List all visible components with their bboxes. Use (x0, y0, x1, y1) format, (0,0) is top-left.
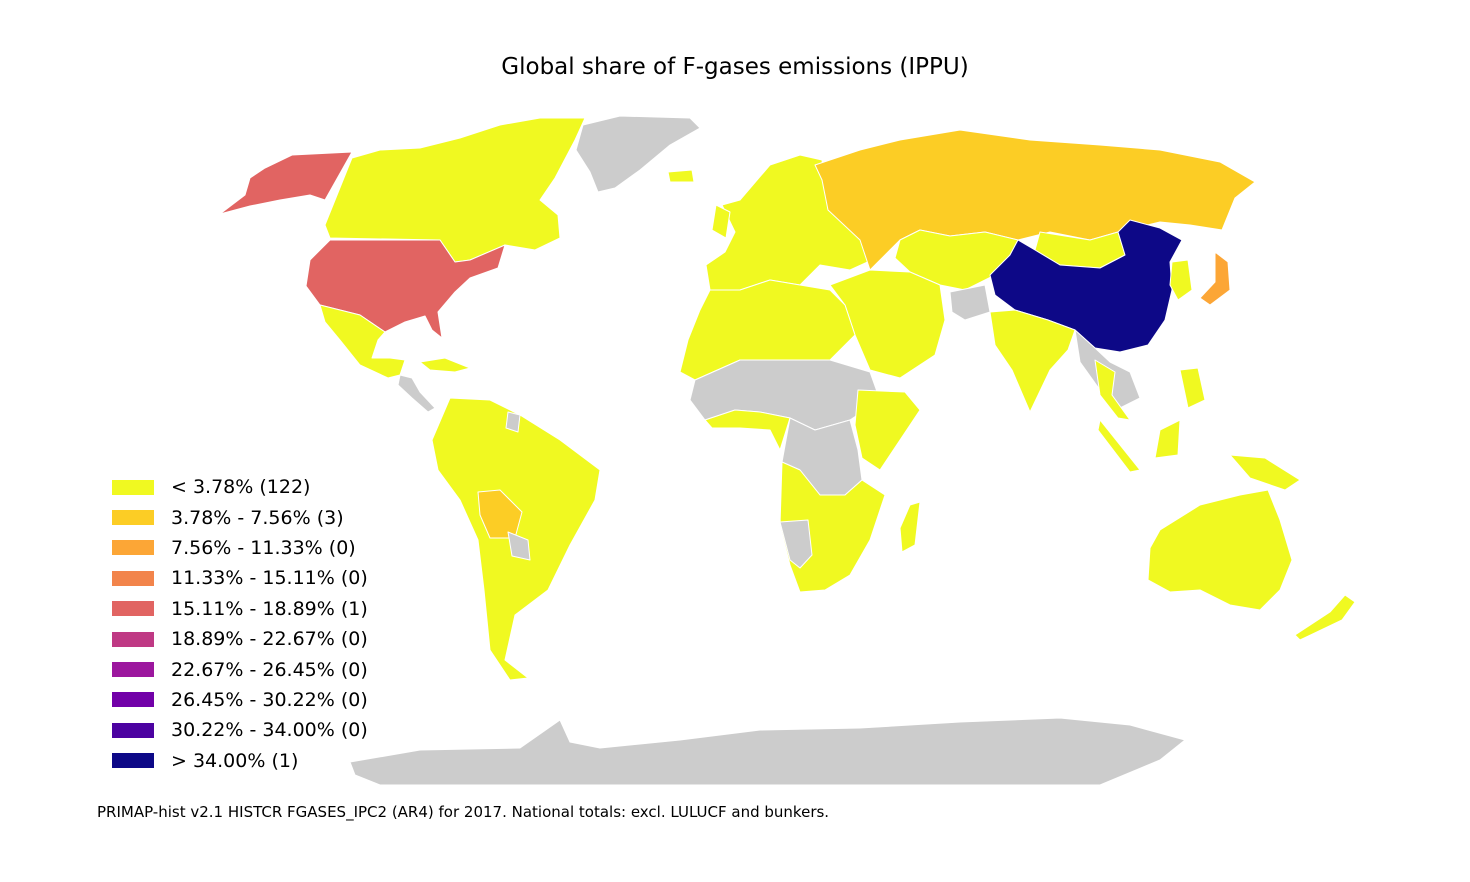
legend-item: 7.56% - 11.33% (0) (112, 533, 368, 563)
legend-label: 18.89% - 22.67% (0) (171, 628, 368, 651)
legend-swatch (112, 692, 154, 708)
legend-swatch (112, 540, 154, 556)
legend-label: 30.22% - 34.00% (0) (171, 719, 368, 742)
legend-swatch (112, 753, 154, 769)
source-note: PRIMAP-hist v2.1 HISTCR FGASES_IPC2 (AR4… (97, 803, 830, 821)
legend-swatch (112, 662, 154, 678)
region-paraguay-guianas (505, 411, 531, 561)
region-central-america (397, 374, 436, 413)
region-india (989, 309, 1076, 413)
region-greenland (575, 115, 701, 193)
region-namibia-nodata (779, 519, 813, 569)
region-australia (1147, 489, 1293, 611)
region-new-guinea (1229, 454, 1301, 491)
region-east-africa (854, 389, 921, 471)
legend-item: 3.78% - 7.56% (3) (112, 502, 368, 532)
region-madagascar (899, 501, 921, 553)
legend-label: 11.33% - 15.11% (0) (171, 567, 368, 590)
legend-swatch (112, 570, 154, 586)
legend-label: 22.67% - 26.45% (0) (171, 658, 368, 681)
region-alaska (219, 151, 353, 215)
map-title: Global share of F-gases emissions (IPPU) (501, 54, 969, 80)
region-southeast-asia (1094, 359, 1206, 473)
legend-swatch (112, 601, 154, 617)
legend-item: > 34.00% (1) (112, 746, 368, 776)
legend-label: < 3.78% (122) (171, 476, 311, 499)
legend-item: 22.67% - 26.45% (0) (112, 654, 368, 684)
legend-swatch (112, 631, 154, 647)
legend-label: 15.11% - 18.89% (1) (171, 597, 368, 620)
legend-item: 18.89% - 22.67% (0) (112, 624, 368, 654)
legend-label: 3.78% - 7.56% (3) (171, 506, 344, 529)
legend-swatch (112, 722, 154, 738)
legend-item: 26.45% - 30.22% (0) (112, 685, 368, 715)
region-west-africa (704, 409, 791, 451)
region-korea (1169, 259, 1193, 301)
legend-item: 15.11% - 18.89% (1) (112, 594, 368, 624)
legend-item: 11.33% - 15.11% (0) (112, 563, 368, 593)
legend: < 3.78% (122) 3.78% - 7.56% (3) 7.56% - … (112, 472, 368, 776)
legend-swatch (112, 510, 154, 526)
legend-swatch (112, 479, 154, 495)
legend-item: < 3.78% (122) (112, 472, 368, 502)
region-antarctica (349, 717, 1186, 786)
region-afghanistan (949, 284, 991, 321)
region-caribbean (419, 357, 471, 373)
legend-label: > 34.00% (1) (171, 749, 299, 772)
legend-label: 7.56% - 11.33% (0) (171, 536, 356, 559)
region-new-zealand (1294, 594, 1356, 641)
region-iceland-uk (667, 169, 731, 239)
legend-label: 26.45% - 30.22% (0) (171, 688, 368, 711)
region-mexico (319, 304, 406, 379)
legend-item: 30.22% - 34.00% (0) (112, 715, 368, 745)
region-japan (1199, 251, 1231, 306)
region-china (989, 219, 1183, 353)
region-europe (705, 154, 873, 291)
